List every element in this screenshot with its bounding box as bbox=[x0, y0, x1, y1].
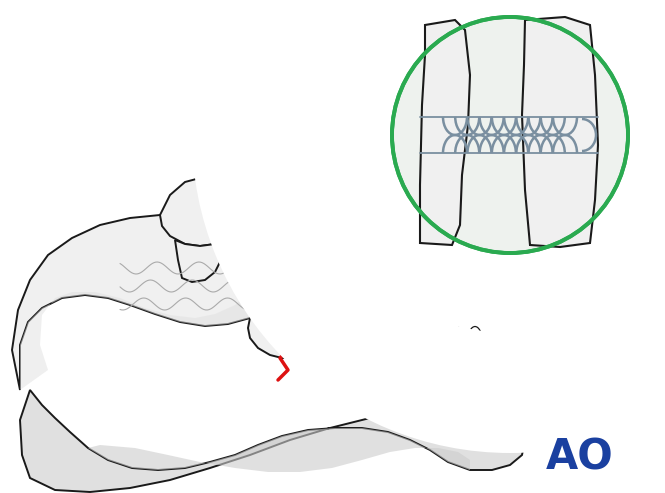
Ellipse shape bbox=[450, 327, 464, 353]
Ellipse shape bbox=[324, 326, 338, 353]
Ellipse shape bbox=[306, 327, 320, 353]
Polygon shape bbox=[175, 240, 225, 282]
Polygon shape bbox=[20, 248, 282, 390]
Text: AO: AO bbox=[546, 437, 614, 479]
Circle shape bbox=[388, 13, 632, 257]
Polygon shape bbox=[420, 20, 470, 245]
Polygon shape bbox=[12, 215, 282, 390]
Ellipse shape bbox=[432, 329, 446, 352]
Ellipse shape bbox=[378, 331, 392, 349]
Polygon shape bbox=[255, 198, 282, 272]
Polygon shape bbox=[248, 282, 502, 396]
Ellipse shape bbox=[468, 326, 482, 353]
Polygon shape bbox=[80, 428, 470, 472]
Circle shape bbox=[392, 17, 628, 253]
Ellipse shape bbox=[342, 327, 356, 352]
Ellipse shape bbox=[288, 329, 302, 351]
Polygon shape bbox=[522, 17, 598, 247]
Polygon shape bbox=[20, 390, 525, 492]
Ellipse shape bbox=[360, 329, 374, 351]
Polygon shape bbox=[484, 350, 512, 418]
Ellipse shape bbox=[396, 331, 410, 349]
Polygon shape bbox=[160, 178, 242, 246]
Ellipse shape bbox=[414, 331, 428, 350]
